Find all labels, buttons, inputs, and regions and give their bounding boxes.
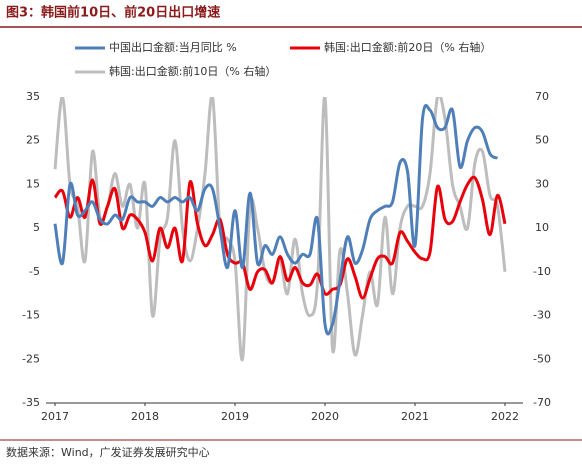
series-line bbox=[53, 175, 507, 300]
y-tick-label: 5 bbox=[33, 221, 40, 234]
y2-tick-label: -70 bbox=[533, 396, 551, 409]
y2-tick-label: 10 bbox=[535, 221, 549, 234]
x-tick-label: 2017 bbox=[41, 410, 69, 423]
y-tick-label: -15 bbox=[22, 309, 40, 322]
x-tick-label: 2020 bbox=[311, 410, 339, 423]
y-tick-label: -5 bbox=[29, 265, 40, 278]
x-tick-label: 2019 bbox=[221, 410, 249, 423]
legend-label: 韩国:出口金额:前10日（% 右轴） bbox=[109, 64, 276, 78]
y2-tick-label: 30 bbox=[535, 177, 549, 190]
series-line bbox=[53, 103, 499, 336]
x-tick-label: 2021 bbox=[401, 410, 429, 423]
x-tick-label: 2022 bbox=[491, 410, 519, 423]
x-tick-label: 2018 bbox=[131, 410, 159, 423]
y2-tick-label: -50 bbox=[533, 352, 551, 365]
y2-tick-label: -30 bbox=[533, 309, 551, 322]
y-tick-label: 35 bbox=[26, 90, 40, 103]
y2-tick-label: -10 bbox=[533, 265, 551, 278]
y-tick-label: -25 bbox=[22, 352, 40, 365]
y-tick-label: -35 bbox=[22, 396, 40, 409]
y-tick-label: 25 bbox=[26, 134, 40, 147]
y2-tick-label: 50 bbox=[535, 134, 549, 147]
y-tick-label: 15 bbox=[26, 177, 40, 190]
source: 数据来源：Wind，广发证券发展研究中心 bbox=[6, 445, 210, 459]
chart-title: 图3：韩国前10日、前20日出口增速 bbox=[6, 5, 220, 21]
plot-area bbox=[53, 97, 507, 361]
legend-label: 中国出口金额:当月同比 % bbox=[109, 40, 237, 54]
legend-label: 韩国:出口金额:前20日（% 右轴） bbox=[324, 40, 491, 54]
y2-tick-label: 70 bbox=[535, 90, 549, 103]
